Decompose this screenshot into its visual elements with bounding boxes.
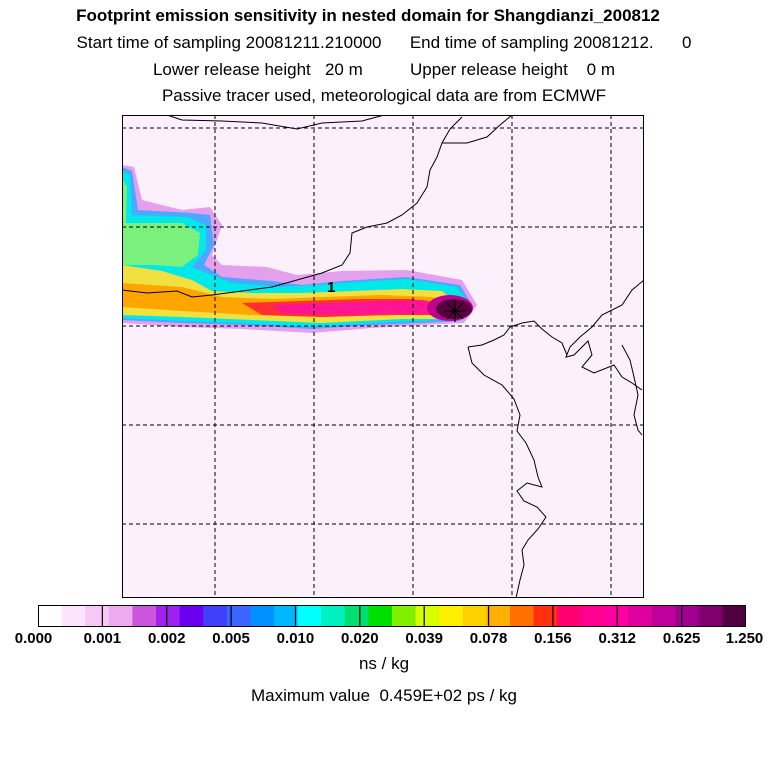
colorbar-swatch	[321, 605, 346, 627]
star-icon	[444, 300, 466, 322]
colorbar-swatch	[274, 605, 299, 627]
colorbar-frame	[38, 605, 746, 627]
coastlines	[122, 115, 644, 598]
colorbar-tick-label: 0.156	[534, 630, 572, 647]
plot-title: Footprint emission sensitivity in nested…	[76, 6, 660, 25]
plume-green	[122, 179, 200, 267]
northern-border	[166, 115, 385, 130]
colorbar-tick-label: 0.001	[83, 630, 122, 647]
colorbar-swatch	[486, 605, 511, 627]
colorbar-tick-label: 0.312	[598, 630, 637, 647]
colorbar-swatch	[344, 605, 369, 627]
sampling-times: Start time of sampling 20081211.210000 E…	[76, 33, 692, 52]
maximum-value: Maximum value 0.459E+02 ps / kg	[251, 686, 517, 705]
colorbar-swatch	[132, 605, 157, 627]
colorbar-swatch	[297, 605, 322, 627]
map-frame	[122, 115, 644, 598]
colorbar-swatch	[368, 605, 393, 627]
colorbar-swatch	[439, 605, 464, 627]
colorbar-swatch	[61, 605, 86, 627]
colorbar-swatch	[38, 605, 63, 627]
colorbar-swatch	[392, 605, 417, 627]
colorbar-tick-label: 0.000	[14, 630, 53, 647]
colorbar-swatch	[510, 605, 535, 627]
colorbar-swatch	[722, 605, 746, 627]
colorbar-swatch	[226, 605, 251, 627]
colorbar-swatch	[580, 605, 605, 627]
colorbar-swatch	[108, 605, 133, 627]
colorbar-tick-label: 0.039	[405, 630, 443, 647]
eastern-seaboard	[467, 346, 547, 598]
map-grid	[122, 115, 644, 598]
map-background	[122, 115, 644, 598]
colorbar-tick-label: 0.020	[341, 630, 379, 647]
colorbar-swatch	[203, 605, 228, 627]
colorbar-swatch	[675, 605, 700, 627]
colorbar-swatch	[250, 605, 275, 627]
release-heights: Lower release height 20 m Upper release …	[152, 60, 616, 79]
colorbar-tick-label: 0.078	[469, 630, 508, 647]
colorbar-tick-label: 1.250	[725, 630, 764, 647]
tracer-info: Passive tracer used, meteorological data…	[161, 86, 607, 105]
plume-peak	[436, 299, 472, 319]
bohai-coast	[565, 279, 644, 391]
colorbar-swatch	[533, 605, 558, 627]
plume-cyan	[122, 171, 470, 327]
colorbar-swatch	[628, 605, 653, 627]
mongolia-china-border	[122, 116, 463, 298]
colorbar-swatch	[651, 605, 676, 627]
border-east-branch	[442, 115, 513, 144]
korea-coast	[621, 344, 643, 436]
colorbar-swatch	[156, 605, 181, 627]
colorbar-swatch	[179, 605, 204, 627]
footprint-map: 1	[122, 115, 644, 598]
colorbar-swatch	[604, 605, 629, 627]
colorbar-tick-label: 0.625	[662, 630, 701, 647]
colorbar-swatch	[85, 605, 110, 627]
colorbar-swatch	[415, 605, 440, 627]
contour-label: 1	[327, 279, 335, 296]
colorbar-tick-label: 0.005	[212, 630, 250, 647]
colorbar-swatch	[557, 605, 582, 627]
emission-plume	[122, 165, 477, 333]
plume-pink	[272, 300, 447, 315]
colorbar-tick-label: 0.010	[276, 630, 315, 647]
colorbar-swatch	[462, 605, 487, 627]
shandong-coast	[467, 320, 568, 356]
colorbar-swatch	[698, 605, 723, 627]
colorbar-unit: ns / kg	[358, 654, 410, 673]
colorbar-tick-label: 0.002	[147, 630, 186, 647]
colorbar	[38, 605, 746, 627]
